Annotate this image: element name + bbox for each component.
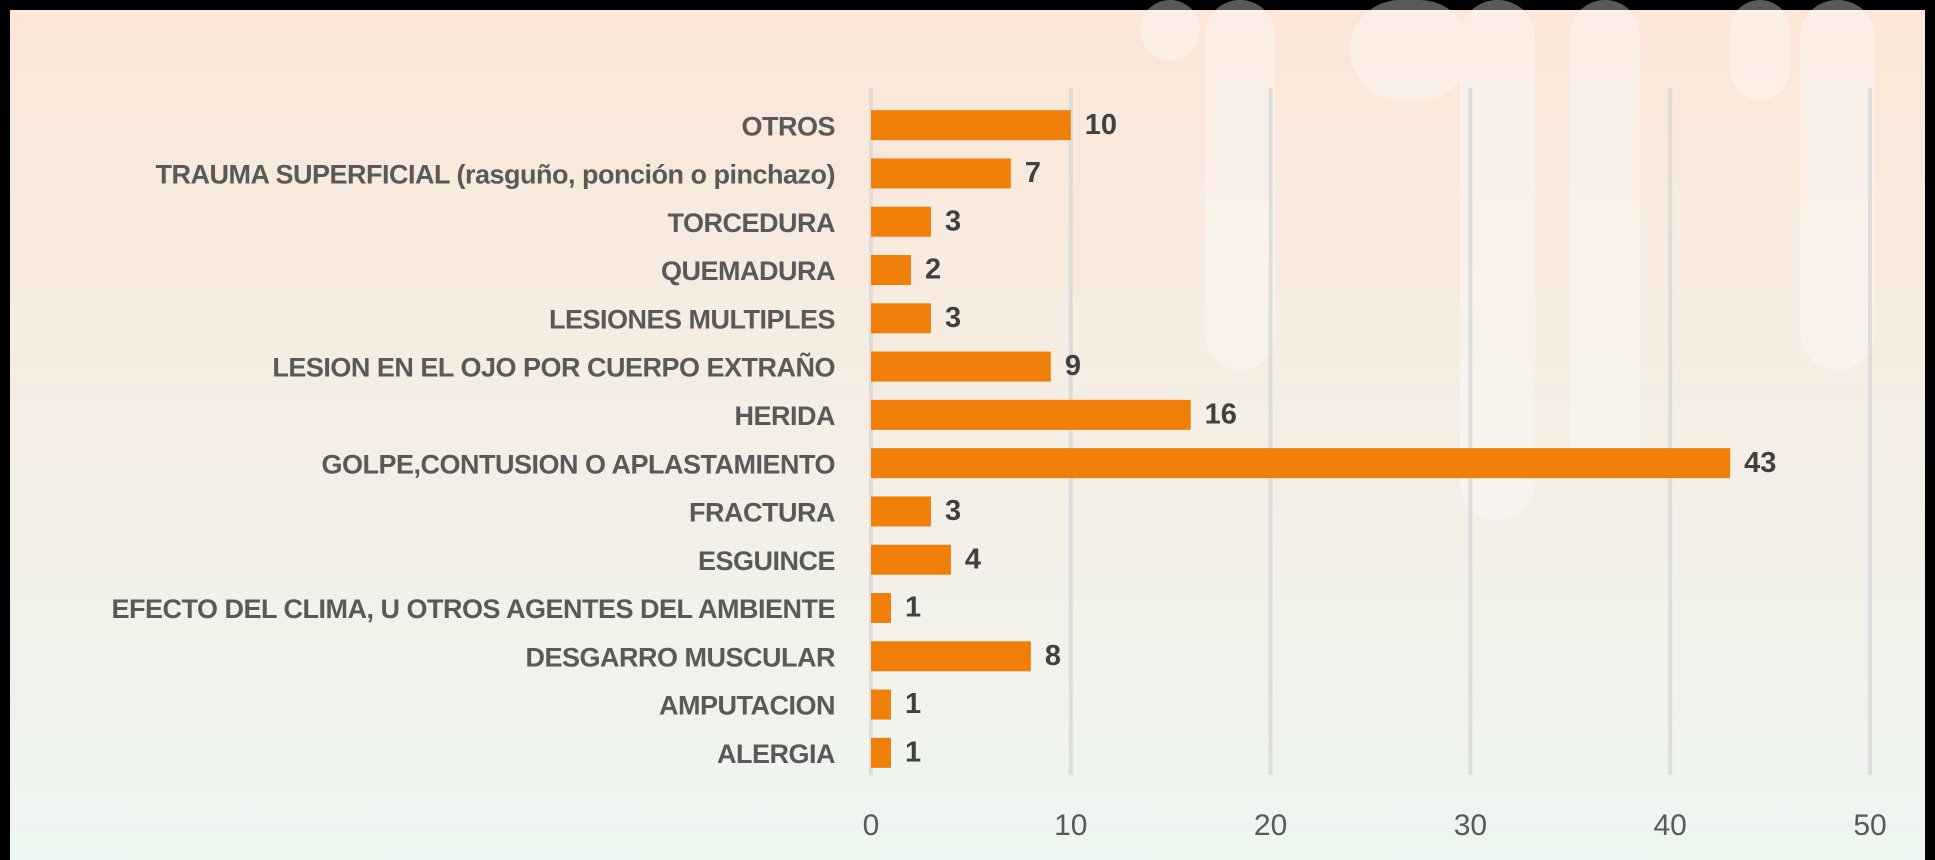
data-label: 9 — [1065, 350, 1081, 382]
data-label: 10 — [1085, 109, 1117, 141]
data-label: 3 — [945, 495, 961, 527]
bar — [871, 110, 1071, 141]
data-label: 3 — [945, 302, 961, 334]
y-tick-label: HERIDA — [734, 401, 835, 431]
data-label: 4 — [965, 543, 981, 575]
y-tick-label: FRACTURA — [689, 498, 835, 528]
bar — [871, 255, 911, 285]
y-tick-label: OTROS — [741, 111, 835, 141]
x-tick-label: 50 — [1853, 809, 1886, 842]
x-tick-label: 10 — [1054, 809, 1087, 842]
bar — [871, 641, 1031, 672]
y-tick-label: EFECTO DEL CLIMA, U OTROS AGENTES DEL AM… — [111, 594, 835, 624]
x-tick-label: 40 — [1654, 809, 1687, 842]
bar — [871, 544, 951, 575]
y-tick-label: AMPUTACION — [659, 691, 835, 721]
data-label: 1 — [905, 592, 921, 624]
data-label: 3 — [945, 205, 961, 237]
data-label: 1 — [905, 688, 921, 720]
y-tick-label: ESGUINCE — [698, 546, 835, 576]
bar — [871, 303, 931, 334]
data-label: 1 — [905, 737, 921, 769]
data-label: 43 — [1744, 447, 1776, 479]
data-label: 8 — [1045, 640, 1061, 672]
bar — [871, 496, 931, 527]
data-label: 16 — [1205, 399, 1237, 431]
y-tick-label: TRAUMA SUPERFICIAL (rasguño, ponción o p… — [156, 160, 835, 190]
bar — [871, 206, 931, 237]
y-tick-label: QUEMADURA — [661, 256, 835, 286]
bar — [871, 351, 1051, 382]
data-label: 7 — [1025, 157, 1041, 189]
data-label: 2 — [925, 254, 941, 286]
y-tick-label: LESION EN EL OJO POR CUERPO EXTRAÑO — [272, 352, 835, 383]
y-tick-label: DESGARRO MUSCULAR — [525, 642, 835, 672]
decoration — [1140, 0, 1875, 520]
x-tick-label: 20 — [1254, 809, 1287, 842]
bar — [871, 158, 1011, 189]
bar — [871, 399, 1191, 430]
bar — [871, 448, 1731, 479]
bar — [871, 689, 891, 720]
y-tick-label: TORCEDURA — [667, 208, 835, 238]
x-tick-label: 0 — [863, 809, 880, 842]
y-tick-label: LESIONES MULTIPLES — [549, 304, 835, 334]
bar — [871, 737, 891, 768]
x-tick-label: 30 — [1454, 809, 1487, 842]
y-tick-label: ALERGIA — [717, 739, 835, 769]
y-tick-label: GOLPE,CONTUSION O APLASTAMIENTO — [321, 449, 835, 479]
bar — [871, 593, 891, 623]
